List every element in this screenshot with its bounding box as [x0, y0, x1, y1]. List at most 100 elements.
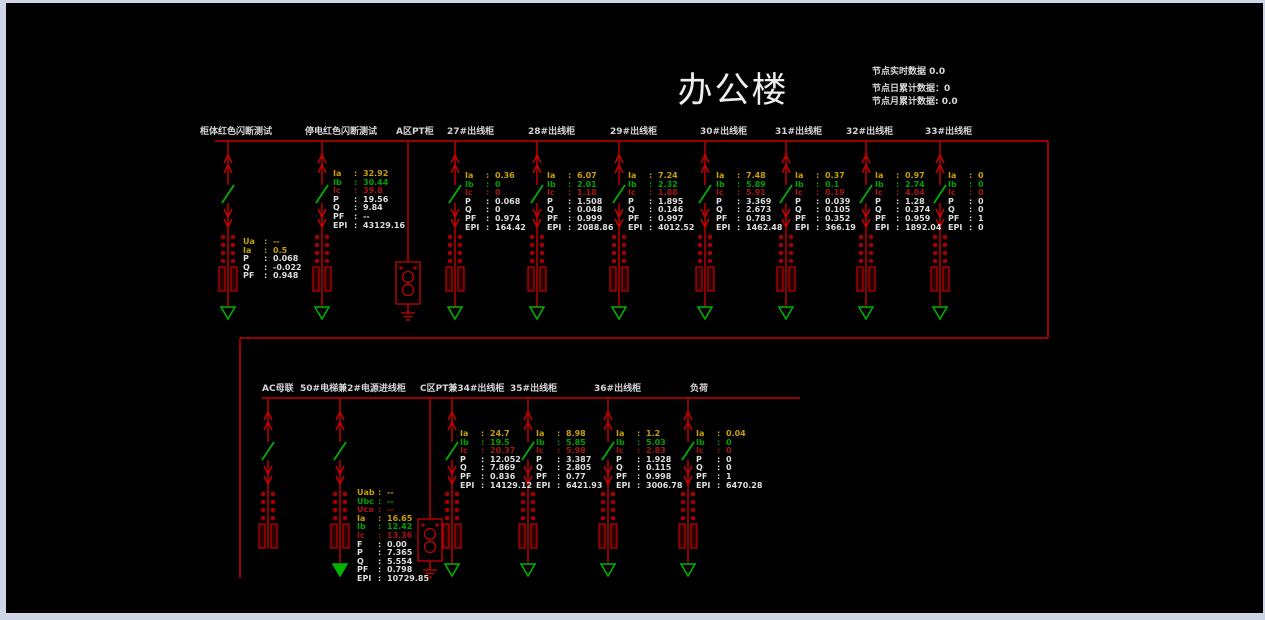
bay-label-test-1: 柜体红色闪断测试	[200, 127, 273, 137]
load-triangle-symbol	[219, 306, 237, 321]
fuse-symbol	[610, 523, 618, 549]
measurement-row: Ib:2.32	[628, 179, 678, 189]
measurements-c-pt-34: Ia:24.7 Ib:19.5 Ic:20.37 P:12.052 Q:7.869 PF:…	[460, 429, 533, 490]
measurement-row: PF:0.783	[716, 213, 772, 223]
measurement-row: Ia:0.04	[696, 429, 746, 438]
breaker-switch[interactable]	[333, 441, 347, 461]
bay-29[interactable]	[609, 141, 629, 321]
measurement-row: Ic:13.36	[357, 530, 413, 540]
bay-36[interactable]	[598, 398, 618, 578]
bay-load[interactable]	[678, 398, 698, 578]
measurement-row: Uca: --	[357, 505, 394, 515]
measurement-row: Q:7.869	[460, 463, 516, 473]
measurement-row: P:0	[696, 454, 732, 464]
bay-33[interactable]	[930, 141, 950, 321]
bay-a-pt[interactable]	[395, 141, 421, 321]
measurement-row: Ic:5.91	[716, 188, 766, 198]
measurements-27: Ia:0.36 Ib:0 Ic:0 P:0.068 Q:0 PF:0.974 EPI:164…	[465, 171, 526, 232]
measurement-row: EPI:14129.12	[460, 480, 533, 490]
bay-label-ac-tie: AC母联	[262, 384, 294, 394]
measurement-row: Ia:0.37	[795, 171, 845, 180]
measurement-row: Ia:32.92	[333, 169, 389, 178]
bay-label-30: 30#出线柜	[700, 127, 748, 137]
pt-winding-icon	[401, 283, 415, 297]
node-daily-value: 节点日累计数据：0	[872, 84, 951, 94]
fuse-symbol	[942, 266, 950, 292]
disconnector-dots	[520, 491, 536, 521]
measurements-28: Ia:6.07 Ib:2.01 Ic:1.18 P:1.508 Q:0.048 PF:0.…	[547, 171, 613, 232]
breaker-switch[interactable]	[698, 184, 712, 204]
measurement-row: PF:1	[948, 213, 984, 223]
bay-ac-tie[interactable]	[258, 398, 278, 549]
bay-label-a-pt: A区PT柜	[396, 127, 434, 137]
bay-test-2[interactable]	[312, 141, 332, 321]
measurement-row: Ic:39.8	[333, 186, 383, 196]
bay-label-27: 27#出线柜	[447, 127, 495, 137]
breaker-switch[interactable]	[859, 184, 873, 204]
disconnector-dots	[778, 234, 794, 264]
bay-28[interactable]	[527, 141, 547, 321]
measurement-row: Ic:0	[948, 188, 984, 198]
breaker-switch[interactable]	[221, 184, 235, 204]
breaker-switch[interactable]	[601, 441, 615, 461]
fuse-symbol	[609, 266, 617, 292]
bay-label-c-pt-34: C区PT兼34#出线柜	[420, 384, 505, 394]
measurement-row: P:0.039	[795, 196, 851, 206]
measurements-31: Ia:0.37 Ib:0.1 Ic:0.19 P:0.039 Q:0.105 PF:0.3…	[795, 171, 856, 232]
breaker-switch[interactable]	[521, 441, 535, 461]
breaker-switch[interactable]	[681, 441, 695, 461]
breaker-switch[interactable]	[448, 184, 462, 204]
node-realtime-value: 节点实时数据 0.0	[872, 67, 946, 77]
measurement-row: Ib:19.5	[460, 437, 510, 447]
measurement-row: PF:1	[696, 471, 732, 481]
measurements-load: Ia:0.04 Ib:0 Ic:0 P:0 Q:0 PF:1 EPI:6470.28	[696, 429, 762, 490]
measurement-row: Ia:0.97	[875, 171, 925, 180]
breaker-switch[interactable]	[530, 184, 544, 204]
bay-30[interactable]	[695, 141, 715, 321]
disconnector-dots	[260, 491, 276, 521]
breaker-switch[interactable]	[779, 184, 793, 204]
bay-35[interactable]	[518, 398, 538, 578]
measurement-row: P:3.387	[536, 454, 592, 464]
bay-50-incoming[interactable]	[330, 398, 350, 578]
breaker-switch[interactable]	[933, 184, 947, 204]
measurements-test-1: Ua: -- Ia:0.5 P:0.068 Q: -0.022 PF:0.948	[243, 237, 302, 281]
measurement-row: Q:0.105	[795, 205, 851, 215]
measurement-row: Ib:5.03	[616, 437, 666, 447]
measurement-row: P:3.369	[716, 196, 772, 206]
bay-label-33: 33#出线柜	[925, 127, 973, 137]
measurement-row: PF:0.997	[628, 213, 684, 223]
measurement-row: Ua: --	[243, 237, 280, 246]
measurement-row: Ia:16.65	[357, 513, 413, 523]
fuse-symbol	[930, 266, 938, 292]
bay-27[interactable]	[445, 141, 465, 321]
measurement-row: Q:0	[465, 205, 501, 215]
measurement-row: PF:0.798	[357, 565, 413, 575]
load-triangle-symbol	[679, 563, 697, 578]
load-triangle-symbol	[931, 306, 949, 321]
measurement-row: Q:5.554	[357, 556, 413, 566]
fuse-symbol	[527, 266, 535, 292]
pt-winding-icon	[423, 527, 437, 541]
measurement-row: Ic:0	[696, 446, 732, 456]
disconnector-dots	[220, 234, 236, 264]
fuse-symbol	[598, 523, 606, 549]
breaker-switch[interactable]	[261, 441, 275, 461]
measurement-row: EPI:43129.16	[333, 220, 406, 230]
measurement-row: Ic:1.18	[547, 188, 597, 198]
bay-c-pt-34[interactable]	[417, 398, 462, 578]
fuse-symbol	[788, 266, 796, 292]
breaker-switch[interactable]	[315, 184, 329, 204]
bay-test-1[interactable]	[218, 141, 238, 321]
measurement-row: Ib:5.85	[536, 437, 586, 447]
load-triangle-symbol	[610, 306, 628, 321]
measurement-row: F:0.00	[357, 539, 407, 549]
bay-31[interactable]	[776, 141, 796, 321]
breaker-switch[interactable]	[445, 441, 459, 461]
measurement-row: Ia:8.98	[536, 429, 586, 438]
breaker-switch[interactable]	[612, 184, 626, 204]
bay-32[interactable]	[856, 141, 876, 321]
measurement-row: Uab: --	[357, 488, 394, 497]
